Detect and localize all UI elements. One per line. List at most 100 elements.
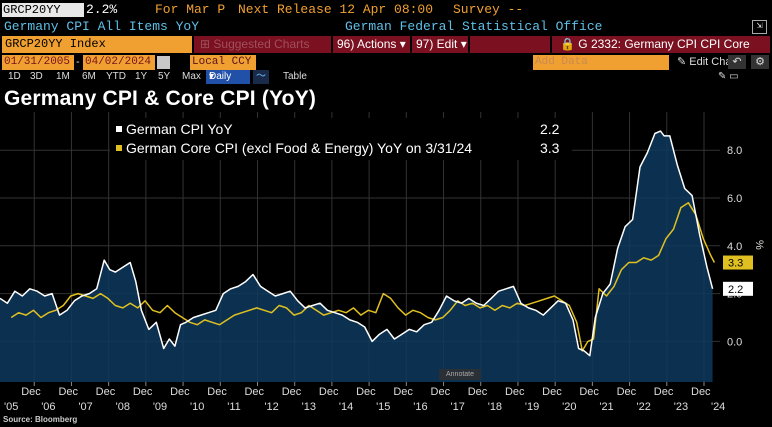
pencil-icon: ✎ <box>677 56 690 68</box>
y-tick-label-3: 6.0 <box>727 193 742 205</box>
y-axis: 0.02.04.06.08.0% <box>727 145 765 348</box>
legend-value-core: 3.3 <box>540 140 560 156</box>
security-code[interactable]: GRCP20YY <box>2 3 84 17</box>
toolbar-spacer <box>470 36 550 53</box>
period-3d[interactable]: 3D <box>30 71 43 82</box>
x-tick-label-month-10: Dec <box>393 386 413 398</box>
period-1m[interactable]: 1M <box>56 71 70 82</box>
last-value-core-box <box>723 255 753 270</box>
annotate-button[interactable]: Annotate <box>439 369 481 380</box>
last-value-headline-text: 2.2 <box>728 284 743 296</box>
legend-item-headline: German CPI YoY <box>116 120 233 139</box>
x-axis: Dec Dec Dec Dec Dec Dec Dec Dec Dec Dec Dec Dec Dec D… <box>4 382 725 413</box>
edit-chart-button[interactable]: ✎ Edit Chart <box>677 55 738 70</box>
next-release: Next Release 12 Apr 08:00 <box>238 2 434 17</box>
line-chart-icon[interactable]: 〜 <box>253 70 269 84</box>
period-max[interactable]: Max <box>182 71 201 82</box>
gear-icon[interactable]: ⚙ <box>751 55 769 69</box>
x-tick-label-year-0: '05 <box>4 401 18 413</box>
ticker-field[interactable]: GRCP20YY Index <box>2 36 192 53</box>
x-tick-label-month-15: Dec <box>579 386 599 398</box>
x-tick-label-year-15: '20 <box>562 401 576 413</box>
date-range-row: 01/31/2005 - 04/02/2024 Local CCY Add Da… <box>0 55 772 70</box>
period-1y[interactable]: 1Y <box>135 71 148 82</box>
y-tick-label-4: 8.0 <box>727 145 742 157</box>
undo-icon[interactable]: ↶ <box>728 55 746 69</box>
last-value-labels: 3.3 2.2 <box>723 255 753 296</box>
edit-chart-label: Edit Chart <box>689 56 739 68</box>
frequency-select[interactable]: Daily ▾ <box>206 70 250 84</box>
legend[interactable]: German CPI YoY 2.2 German Core CPI (excl… <box>110 118 572 160</box>
x-tick-label-year-1: '06 <box>41 401 55 413</box>
edit-menu[interactable]: 97) Edit ▾ <box>412 36 468 53</box>
x-tick-label-year-14: '19 <box>525 401 539 413</box>
data-source: German Federal Statistical Office <box>345 19 603 34</box>
series-lines <box>0 130 716 357</box>
headline-area <box>0 131 713 382</box>
add-data-input[interactable]: Add Data <box>533 55 669 70</box>
x-tick-label-month-3: Dec <box>133 386 153 398</box>
x-tick-label-year-5: '10 <box>190 401 204 413</box>
actions-menu[interactable]: 96) Actions ▾ <box>333 36 410 53</box>
survey: Survey -- <box>453 2 524 17</box>
x-tick-label-year-8: '13 <box>302 401 316 413</box>
x-tick-label-year-3: '08 <box>116 401 130 413</box>
legend-label-headline: German CPI YoY <box>126 121 233 137</box>
period-5y[interactable]: 5Y <box>158 71 171 82</box>
x-tick-label-month-6: Dec <box>244 386 264 398</box>
x-tick-label-year-16: '21 <box>599 401 613 413</box>
chart-title-tab-label: G 2332: Germany CPI CPI Core <box>578 37 750 51</box>
chart-title: Germany CPI & Core CPI (YoY) <box>4 87 317 110</box>
legend-label-core: German Core CPI (excl Food & Energy) YoY… <box>126 140 473 156</box>
x-tick-label-month-17: Dec <box>654 386 674 398</box>
legend-item-core: German Core CPI (excl Food & Energy) YoY… <box>116 139 472 158</box>
frequency-label: Daily <box>209 71 232 82</box>
description-row: Germany CPI All Items YoY German Federal… <box>0 19 772 35</box>
x-tick-label-month-2: Dec <box>96 386 116 398</box>
x-tick-label-month-9: Dec <box>356 386 376 398</box>
x-tick-label-month-1: Dec <box>58 386 78 398</box>
x-tick-label-month-0: Dec <box>21 386 41 398</box>
x-tick-label-year-9: '14 <box>339 401 353 413</box>
security-description: Germany CPI All Items YoY <box>4 19 200 34</box>
x-tick-label-month-16: Dec <box>617 386 637 398</box>
legend-swatch-headline <box>116 126 122 132</box>
x-tick-label-month-14: Dec <box>542 386 562 398</box>
x-tick-label-year-6: '11 <box>227 401 241 413</box>
period-6m[interactable]: 6M <box>82 71 96 82</box>
x-tick-label-year-17: '22 <box>637 401 651 413</box>
last-value-core-text: 3.3 <box>728 258 743 270</box>
x-tick-label-year-7: '12 <box>264 401 278 413</box>
start-date-input[interactable]: 01/31/2005 <box>2 55 74 70</box>
x-tick-label-month-8: Dec <box>319 386 339 398</box>
lock-icon: 🔒 <box>560 37 579 51</box>
chart-title-tab[interactable]: 🔒 G 2332: Germany CPI CPI Core <box>552 36 770 53</box>
headline-area-fill <box>0 131 713 382</box>
x-tick-label-month-18: Dec <box>691 386 711 398</box>
popout-icon[interactable]: ⇲ <box>752 20 767 34</box>
x-tick-label-month-12: Dec <box>468 386 488 398</box>
y-tick-label-0: 0.0 <box>727 336 742 348</box>
table-button[interactable]: Table <box>283 71 307 82</box>
currency-select[interactable]: Local CCY <box>190 55 256 70</box>
x-tick-label-year-11: '16 <box>413 401 427 413</box>
period-1d[interactable]: 1D <box>8 71 21 82</box>
calendar-icon[interactable] <box>157 56 170 69</box>
x-tick-label-month-11: Dec <box>431 386 451 398</box>
security-header-row: GRCP20YY 2.2% For Mar P Next Release 12 … <box>0 0 772 19</box>
x-tick-label-year-10: '15 <box>376 401 390 413</box>
date-separator: - <box>76 56 80 68</box>
x-tick-label-month-5: Dec <box>207 386 227 398</box>
x-tick-label-year-2: '07 <box>78 401 92 413</box>
period-ytd[interactable]: YTD <box>106 71 126 82</box>
annotate-label: Annotate <box>445 371 475 378</box>
suggested-charts-label: Suggested Charts <box>213 37 310 51</box>
x-tick-label-year-12: '17 <box>451 401 465 413</box>
monitor-icon[interactable]: ✎ ▭ <box>718 71 739 82</box>
suggested-charts-button[interactable]: ⊞ Suggested Charts <box>194 36 331 53</box>
x-tick-label-year-4: '09 <box>153 401 167 413</box>
x-tick-label-year-18: '23 <box>674 401 688 413</box>
end-date-input[interactable]: 04/02/2024 <box>83 55 155 70</box>
x-tick-label-year-19: '24 <box>711 401 725 413</box>
series-line-core <box>10 202 716 352</box>
